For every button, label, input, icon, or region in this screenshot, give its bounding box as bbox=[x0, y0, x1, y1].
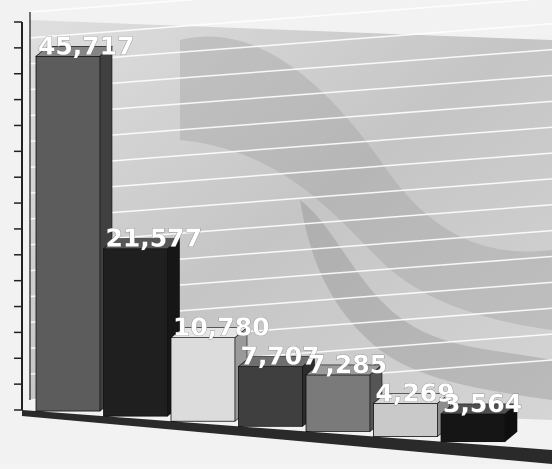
gridline bbox=[29, 22, 552, 65]
bar-series bbox=[35, 45, 518, 443]
data-label: 7,707 bbox=[241, 342, 320, 371]
gridline bbox=[29, 126, 552, 168]
chart-floor bbox=[22, 410, 552, 464]
bar-front bbox=[373, 403, 438, 437]
gridline bbox=[29, 48, 552, 91]
bar-side bbox=[504, 403, 518, 443]
bar-front bbox=[305, 374, 371, 432]
gridline bbox=[29, 204, 552, 246]
bar-front bbox=[35, 55, 101, 412]
photo-shape bbox=[180, 36, 552, 330]
data-label: 3,564 bbox=[443, 389, 522, 418]
bar bbox=[170, 326, 248, 422]
bar bbox=[35, 45, 113, 412]
data-label: 7,285 bbox=[308, 350, 387, 379]
gridline bbox=[29, 0, 197, 13]
bar-front bbox=[440, 413, 506, 443]
floor-edge bbox=[22, 410, 552, 464]
gridline bbox=[29, 74, 552, 117]
gridline bbox=[29, 100, 552, 143]
bar-front bbox=[170, 337, 236, 422]
bar-front bbox=[238, 366, 303, 427]
data-label: 21,577 bbox=[106, 224, 202, 253]
bar bbox=[440, 403, 518, 443]
gridline bbox=[29, 178, 552, 220]
bar-front bbox=[103, 248, 168, 417]
gridline bbox=[29, 0, 534, 39]
data-label: 4,269 bbox=[376, 378, 455, 407]
gridlines bbox=[29, 0, 552, 401]
photo-shape bbox=[300, 200, 552, 400]
data-label: 45,717 bbox=[38, 31, 134, 60]
bar bbox=[102, 238, 181, 417]
y-axis bbox=[14, 12, 31, 411]
data-label: 10,780 bbox=[173, 313, 269, 342]
gridline bbox=[29, 152, 552, 194]
